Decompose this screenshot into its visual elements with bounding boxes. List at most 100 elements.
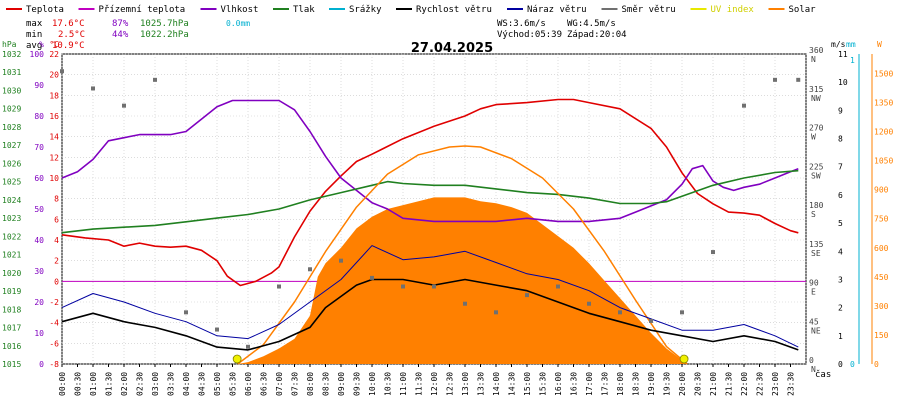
celsius-axis-tick-1: -6 — [49, 339, 59, 348]
hpa-axis-tick-2: 1017 — [2, 324, 21, 333]
series-wind-dir-point-16 — [556, 284, 560, 289]
x-tick-47: 23:30 — [787, 372, 796, 396]
x-tick-4: 02:00 — [120, 372, 129, 396]
x-tick-13: 06:30 — [260, 372, 269, 396]
ms-tick-9: 9 — [838, 106, 843, 115]
hpa-axis-tick-15: 1030 — [2, 86, 21, 95]
compass-label-8: N — [811, 55, 816, 64]
ms-tick-0: 0 — [838, 360, 843, 369]
celsius-axis-tick-15: 22 — [49, 50, 59, 59]
mm-axis-unit: mm — [846, 40, 856, 49]
percent-axis-tick-4: 40 — [34, 236, 44, 245]
solar-tick-7: 1050 — [874, 157, 893, 166]
solar-tick-4: 600 — [874, 244, 889, 253]
celsius-axis-tick-10: 12 — [49, 153, 59, 162]
percent-axis-tick-2: 20 — [34, 298, 44, 307]
x-tick-42: 21:00 — [709, 372, 718, 396]
series-wind-dir-point-1 — [91, 86, 95, 91]
percent-axis-tick-0: 0 — [39, 360, 44, 369]
chart-title: 27.04.2025 — [411, 41, 493, 56]
hpa-axis-tick-5: 1020 — [2, 269, 21, 278]
x-tick-2: 01:00 — [89, 372, 98, 396]
stat-max-label: max — [26, 19, 43, 29]
series-wind-dir-point-12 — [432, 284, 436, 289]
solar-tick-9: 1350 — [874, 98, 893, 107]
series-wind-dir-point-19 — [649, 318, 653, 323]
stat-max-humidity: 87% — [112, 19, 129, 29]
x-tick-3: 01:30 — [105, 372, 114, 396]
compass-label-1: NE — [811, 326, 821, 335]
ms-tick-10: 10 — [838, 78, 848, 87]
solar-axis-unit: W — [877, 40, 882, 49]
x-tick-37: 18:30 — [632, 372, 641, 396]
legend-label-4: Srážky — [349, 5, 382, 15]
direction-tick-3: 135 — [809, 240, 824, 249]
direction-tick-5: 225 — [809, 162, 824, 171]
celsius-axis-unit: °C — [49, 40, 59, 49]
legend-label-8: UV index — [711, 5, 755, 15]
ms-tick-3: 3 — [838, 275, 843, 284]
celsius-axis-tick-3: -2 — [49, 298, 59, 307]
x-tick-22: 11:00 — [399, 372, 408, 396]
legend-label-1: Přízemní teplota — [99, 5, 186, 15]
percent-axis-tick-9: 90 — [34, 81, 44, 90]
series-wind-dir-point-22 — [742, 103, 746, 108]
stat-max-pressure: 1025.7hPa — [140, 19, 189, 29]
stat-sunset: Západ:20:04 — [567, 30, 627, 40]
x-tick-21: 10:30 — [384, 372, 393, 396]
series-wind-dir-point-10 — [370, 275, 374, 280]
stat-min-label: min — [26, 30, 42, 40]
series-wind-dir-point-20 — [680, 310, 684, 315]
stat-sunrise: Východ:05:39 — [497, 30, 562, 40]
series-wind-dir-point-21 — [711, 250, 715, 255]
direction-tick-7: 315 — [809, 85, 824, 94]
direction-tick-4: 180 — [809, 201, 824, 210]
x-tick-45: 22:30 — [756, 372, 765, 396]
stat-min-temp: 2.5°C — [58, 30, 85, 40]
hpa-axis-tick-4: 1019 — [2, 287, 21, 296]
x-tick-24: 12:00 — [430, 372, 439, 396]
x-tick-8: 04:00 — [182, 372, 191, 396]
ms-tick-5: 5 — [838, 219, 843, 228]
x-tick-12: 06:00 — [244, 372, 253, 396]
hpa-axis-tick-16: 1031 — [2, 68, 21, 77]
hpa-axis-tick-11: 1026 — [2, 159, 21, 168]
direction-tick-0: 0 — [809, 356, 814, 365]
x-tick-39: 19:30 — [663, 372, 672, 396]
legend-label-7: Směr větru — [622, 5, 676, 15]
stat-max-rain: 0.0mm — [226, 19, 250, 28]
series-wind-dir-point-4 — [184, 310, 188, 315]
celsius-axis-tick-13: 18 — [49, 91, 59, 100]
hpa-axis-tick-1: 1016 — [2, 342, 21, 351]
x-tick-26: 13:00 — [461, 372, 470, 396]
series-wind-dir-point-15 — [525, 293, 529, 298]
x-tick-0: 00:00 — [58, 372, 67, 396]
celsius-axis-tick-7: 6 — [54, 215, 59, 224]
percent-axis-tick-10: 100 — [30, 50, 45, 59]
hpa-axis-tick-3: 1018 — [2, 305, 21, 314]
compass-label-5: SW — [811, 171, 821, 180]
x-tick-41: 20:30 — [694, 372, 703, 396]
celsius-axis-tick-12: 16 — [49, 112, 59, 121]
series-vlhkost — [61, 99, 799, 223]
x-tick-11: 05:30 — [229, 372, 238, 396]
series-wind-dir-point-7 — [277, 284, 281, 289]
x-tick-25: 12:30 — [446, 372, 455, 396]
x-tick-36: 18:00 — [616, 372, 625, 396]
x-tick-34: 17:00 — [585, 372, 594, 396]
series-wind-dir-point-3 — [153, 77, 157, 82]
ms-tick-4: 4 — [838, 247, 843, 256]
ms-tick-2: 2 — [838, 304, 843, 313]
x-tick-5: 02:30 — [136, 372, 145, 396]
solar-tick-10: 1500 — [874, 69, 893, 78]
x-tick-28: 14:00 — [492, 372, 501, 396]
series-wind-dir-point-6 — [246, 344, 250, 349]
celsius-axis-tick-14: 20 — [49, 71, 59, 80]
series-n-raz-v-tru — [61, 245, 799, 348]
series-rychlost-v-tru — [61, 278, 799, 351]
series-wind-dir-point-23 — [773, 77, 777, 82]
direction-tick-8: 360 — [809, 46, 824, 55]
direction-tick-6: 270 — [809, 124, 824, 133]
x-tick-23: 11:30 — [415, 372, 424, 396]
